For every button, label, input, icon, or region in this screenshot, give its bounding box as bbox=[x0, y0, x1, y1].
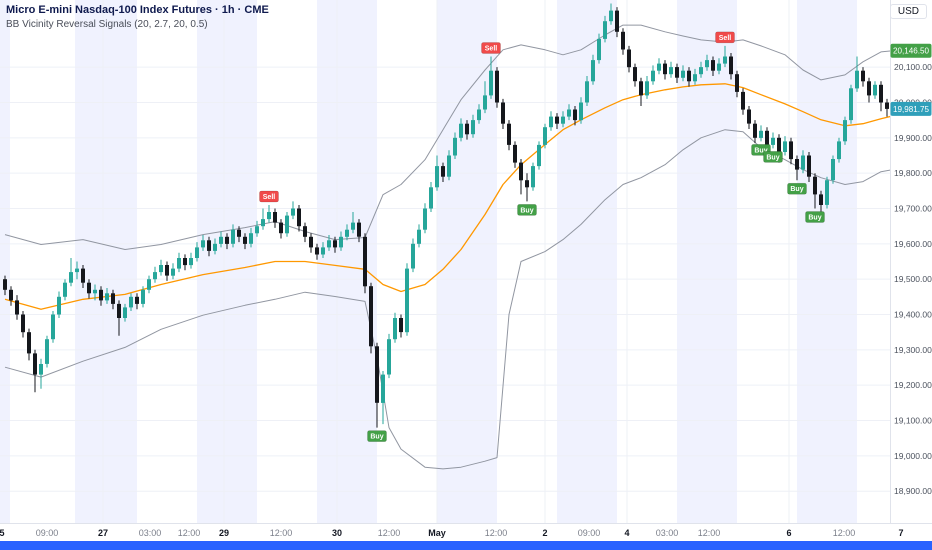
svg-text:19,200.00: 19,200.00 bbox=[894, 380, 932, 390]
svg-text:19,800.00: 19,800.00 bbox=[894, 168, 932, 178]
session-shading bbox=[0, 0, 857, 523]
svg-text:12:00: 12:00 bbox=[378, 528, 401, 538]
buy-signal-badge: Buy bbox=[763, 151, 783, 163]
svg-text:Buy: Buy bbox=[754, 147, 767, 154]
price-label-badge: 20,146.50 bbox=[890, 43, 932, 58]
candles bbox=[3, 3, 889, 428]
svg-text:12:00: 12:00 bbox=[833, 528, 856, 538]
svg-text:19,100.00: 19,100.00 bbox=[894, 416, 932, 426]
svg-text:12:00: 12:00 bbox=[178, 528, 201, 538]
buy-signal-badge: Buy bbox=[787, 182, 807, 195]
svg-text:2: 2 bbox=[542, 528, 547, 538]
svg-text:5: 5 bbox=[0, 528, 5, 538]
svg-text:Buy: Buy bbox=[766, 154, 779, 161]
svg-text:27: 27 bbox=[98, 528, 108, 538]
bottom-toolbar bbox=[0, 541, 932, 550]
svg-text:19,900.00: 19,900.00 bbox=[894, 133, 932, 143]
sell-signal-badge: Sell bbox=[259, 190, 279, 203]
time-axis[interactable]: 5 09:00 27 03:00 12:00 29 12:00 30 12:00 May 12:00… bbox=[0, 523, 932, 541]
svg-text:12:00: 12:00 bbox=[270, 528, 293, 538]
svg-text:20,100.00: 20,100.00 bbox=[894, 62, 932, 72]
svg-text:Sell: Sell bbox=[485, 46, 498, 53]
time-axis-canvas[interactable]: 5 09:00 27 03:00 12:00 29 12:00 30 12:00 May 12:00… bbox=[0, 523, 932, 541]
svg-text:Sell: Sell bbox=[263, 194, 276, 201]
svg-text:19,700.00: 19,700.00 bbox=[894, 204, 932, 214]
sell-signal-badge: Sell bbox=[715, 31, 735, 44]
svg-text:03:00: 03:00 bbox=[656, 528, 679, 538]
price-axis[interactable]: 20,100.0020,000.0019,900.0019,800.0019,7… bbox=[890, 0, 932, 523]
svg-text:18,900.00: 18,900.00 bbox=[894, 486, 932, 496]
svg-text:Buy: Buy bbox=[370, 434, 383, 441]
svg-text:09:00: 09:00 bbox=[36, 528, 59, 538]
gridlines bbox=[0, 0, 890, 523]
svg-text:19,400.00: 19,400.00 bbox=[894, 310, 932, 320]
svg-text:09:00: 09:00 bbox=[578, 528, 601, 538]
svg-text:7: 7 bbox=[898, 528, 903, 538]
svg-text:Buy: Buy bbox=[808, 215, 821, 222]
price-label-badge: 19,981.75 bbox=[890, 101, 932, 116]
chart-legend: Micro E-mini Nasdaq-100 Index Futures · … bbox=[6, 4, 269, 31]
buy-signal-badge: Buy bbox=[805, 211, 825, 223]
buy-signal-badge: Buy bbox=[367, 430, 387, 442]
svg-text:03:00: 03:00 bbox=[139, 528, 162, 538]
svg-text:May: May bbox=[428, 528, 446, 538]
svg-text:20,146.50: 20,146.50 bbox=[893, 47, 929, 56]
svg-text:19,000.00: 19,000.00 bbox=[894, 451, 932, 461]
svg-text:12:00: 12:00 bbox=[698, 528, 721, 538]
svg-text:19,981.75: 19,981.75 bbox=[893, 105, 929, 114]
svg-text:19,600.00: 19,600.00 bbox=[894, 239, 932, 249]
svg-text:30: 30 bbox=[332, 528, 342, 538]
svg-text:Buy: Buy bbox=[790, 186, 803, 193]
svg-text:4: 4 bbox=[624, 528, 629, 538]
buy-signal-badge: Buy bbox=[517, 204, 537, 216]
symbol-title[interactable]: Micro E-mini Nasdaq-100 Index Futures · … bbox=[6, 4, 269, 16]
chart-plot-area[interactable]: Sell Buy Sell Buy Sell Buy Buy Buy Buy bbox=[0, 0, 890, 523]
indicator-label[interactable]: BB Vicinity Reversal Signals (20, 2.7, 2… bbox=[6, 18, 208, 30]
svg-text:Buy: Buy bbox=[520, 207, 533, 214]
svg-text:Sell: Sell bbox=[719, 35, 732, 42]
svg-text:29: 29 bbox=[219, 528, 229, 538]
currency-selector[interactable]: USD bbox=[889, 4, 927, 19]
sell-signal-badge: Sell bbox=[481, 42, 501, 54]
svg-text:6: 6 bbox=[786, 528, 791, 538]
svg-text:12:00: 12:00 bbox=[485, 528, 508, 538]
price-axis-canvas[interactable]: 20,100.0020,000.0019,900.0019,800.0019,7… bbox=[890, 0, 932, 523]
svg-text:19,300.00: 19,300.00 bbox=[894, 345, 932, 355]
svg-text:19,500.00: 19,500.00 bbox=[894, 274, 932, 284]
